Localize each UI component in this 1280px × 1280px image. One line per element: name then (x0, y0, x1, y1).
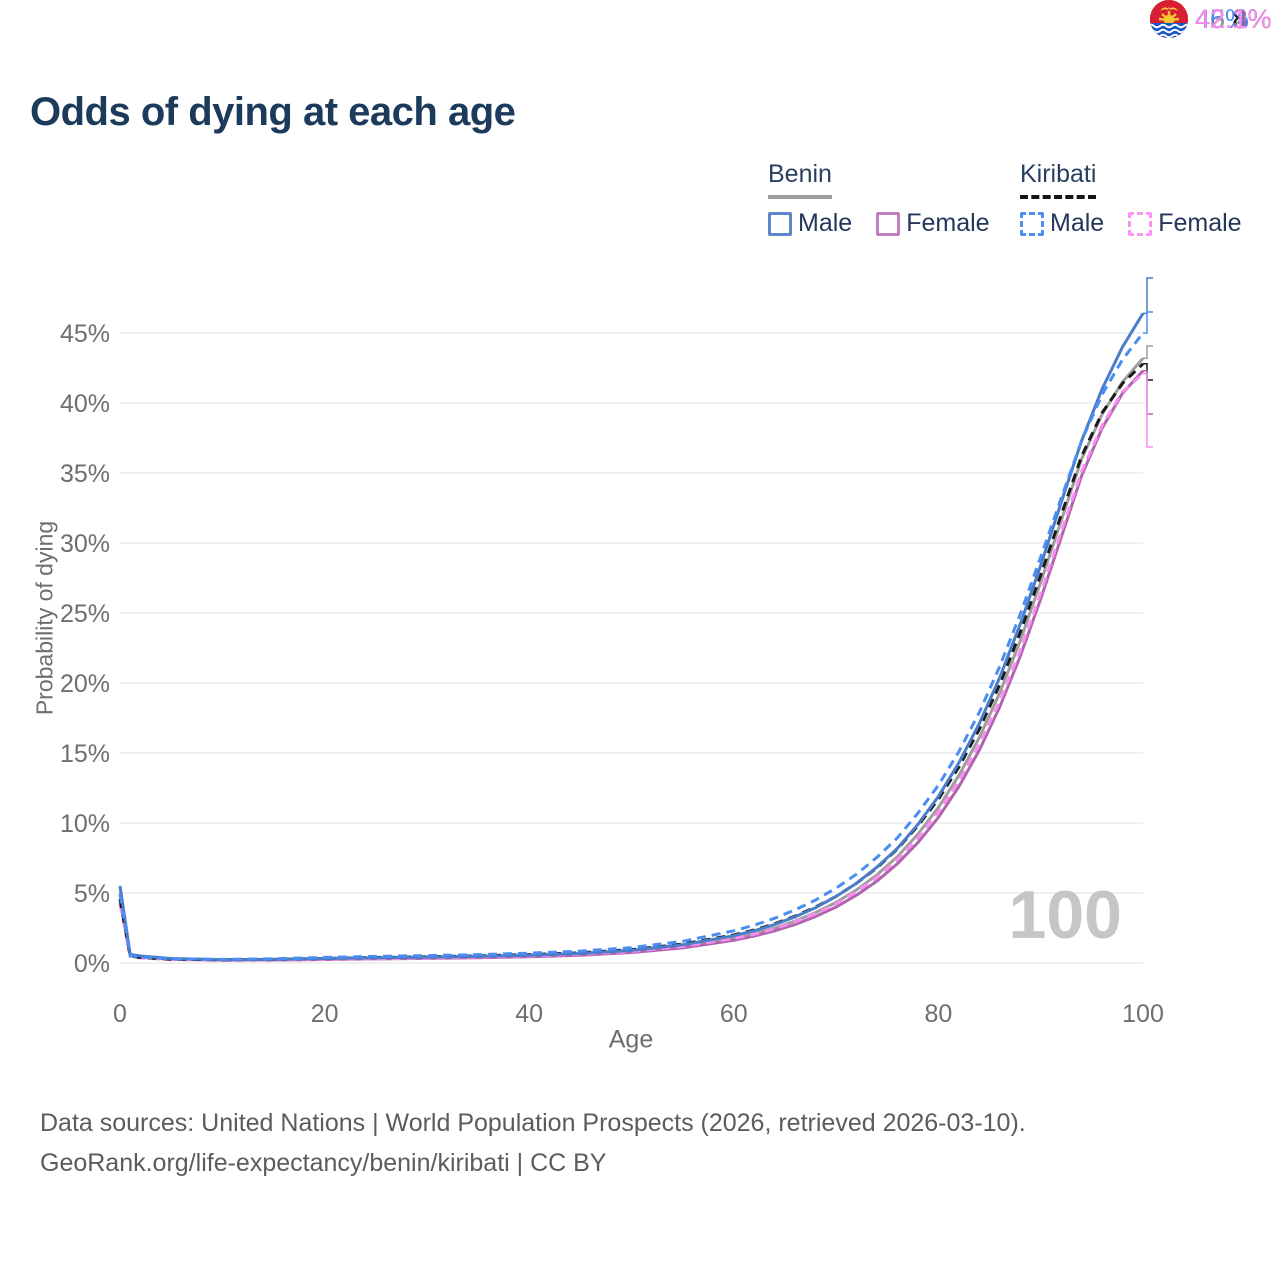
x-tick-label: 40 (515, 1000, 543, 1028)
legend-group-kiribati: Kiribati Male Female (1020, 160, 1242, 238)
y-tick-label: 20% (60, 670, 110, 698)
end-label-connector (1143, 372, 1153, 448)
kiribati-flag-icon (1150, 0, 1188, 38)
legend-header-kiribati[interactable]: Kiribati (1020, 160, 1097, 199)
end-label-value: 45% (1195, 4, 1250, 34)
footer-link-line: GeoRank.org/life-expectancy/benin/kiriba… (40, 1149, 607, 1177)
legend-item-kiribati-female[interactable]: Female (1128, 209, 1242, 238)
kiribati-female-swatch-icon (1128, 211, 1153, 236)
benin-male-swatch-icon (768, 211, 792, 236)
x-tick-label: 60 (720, 1000, 748, 1028)
kiribati-male-swatch-icon (1020, 211, 1044, 236)
series-line-benin-female[interactable] (118, 369, 1145, 962)
end-label-kiribati-male: 45% (1150, 0, 1249, 38)
y-tick-label: 0% (74, 950, 110, 978)
series-line-kiribati-male[interactable] (118, 332, 1145, 961)
series-line-benin-male[interactable] (118, 312, 1145, 962)
legend-item-benin-male[interactable]: Male (768, 209, 852, 238)
series-line-benin-both-sexes[interactable] (118, 357, 1145, 962)
page-title: Odds of dying at each age (30, 90, 516, 134)
legend-header-benin[interactable]: Benin (768, 160, 832, 199)
end-label-connector (1143, 311, 1153, 334)
end-label-value: 46.4% (1195, 4, 1272, 34)
legend-label: Male (1050, 209, 1105, 237)
end-label-benin-female: 42.3% (1150, 0, 1272, 38)
x-tick-label: 80 (924, 1000, 952, 1028)
legend-label: Male (798, 209, 853, 237)
y-tick-label: 25% (60, 600, 110, 628)
end-label-benin-male: 46.4% (1150, 0, 1272, 38)
legend-item-benin-female[interactable]: Female (876, 209, 990, 238)
x-tick-label: 0 (113, 1000, 127, 1028)
y-tick-label: 45% (60, 320, 110, 348)
end-label-value: 43.2% (1195, 4, 1272, 34)
benin-female-swatch-icon (876, 211, 901, 236)
footer-source-line: Data sources: United Nations | World Pop… (40, 1109, 1026, 1137)
y-tick-label: 40% (60, 390, 110, 418)
y-tick-label: 5% (74, 880, 110, 908)
end-label-benin-both: 43.2% (1150, 0, 1272, 38)
y-tick-label: 35% (60, 460, 110, 488)
y-axis-title: Probability of dying (31, 520, 58, 716)
data-source-footer: Data sources: United Nations | World Pop… (40, 1103, 1026, 1183)
end-label-value: 42.8% (1195, 4, 1272, 34)
legend-group-benin: Benin Male Female (768, 160, 990, 238)
y-tick-label: 30% (60, 530, 110, 558)
end-label-kiribati-female: 42.1% (1150, 0, 1272, 38)
end-label-value: 42.1% (1195, 4, 1272, 34)
y-tick-label: 10% (60, 810, 110, 838)
series-line-kiribati-female[interactable] (118, 372, 1144, 962)
end-label-kiribati-both: 42.8% (1150, 0, 1272, 38)
legend-label: Female (1158, 209, 1242, 237)
age-cursor-watermark: 100 (1008, 877, 1122, 953)
end-label-connector (1143, 370, 1153, 415)
end-label-connector (1143, 345, 1153, 359)
series-line-kiribati-both-sexes[interactable] (118, 362, 1145, 962)
x-axis-title: Age (608, 1025, 654, 1054)
end-label-connector (1143, 277, 1153, 315)
legend-label: Female (906, 209, 990, 237)
x-tick-label: 100 (1122, 1000, 1164, 1028)
legend-item-kiribati-male[interactable]: Male (1020, 209, 1104, 238)
end-label-connector (1143, 363, 1153, 381)
end-label-value: 42.3% (1195, 4, 1272, 34)
x-tick-label: 20 (311, 1000, 339, 1028)
y-tick-label: 15% (60, 740, 110, 768)
